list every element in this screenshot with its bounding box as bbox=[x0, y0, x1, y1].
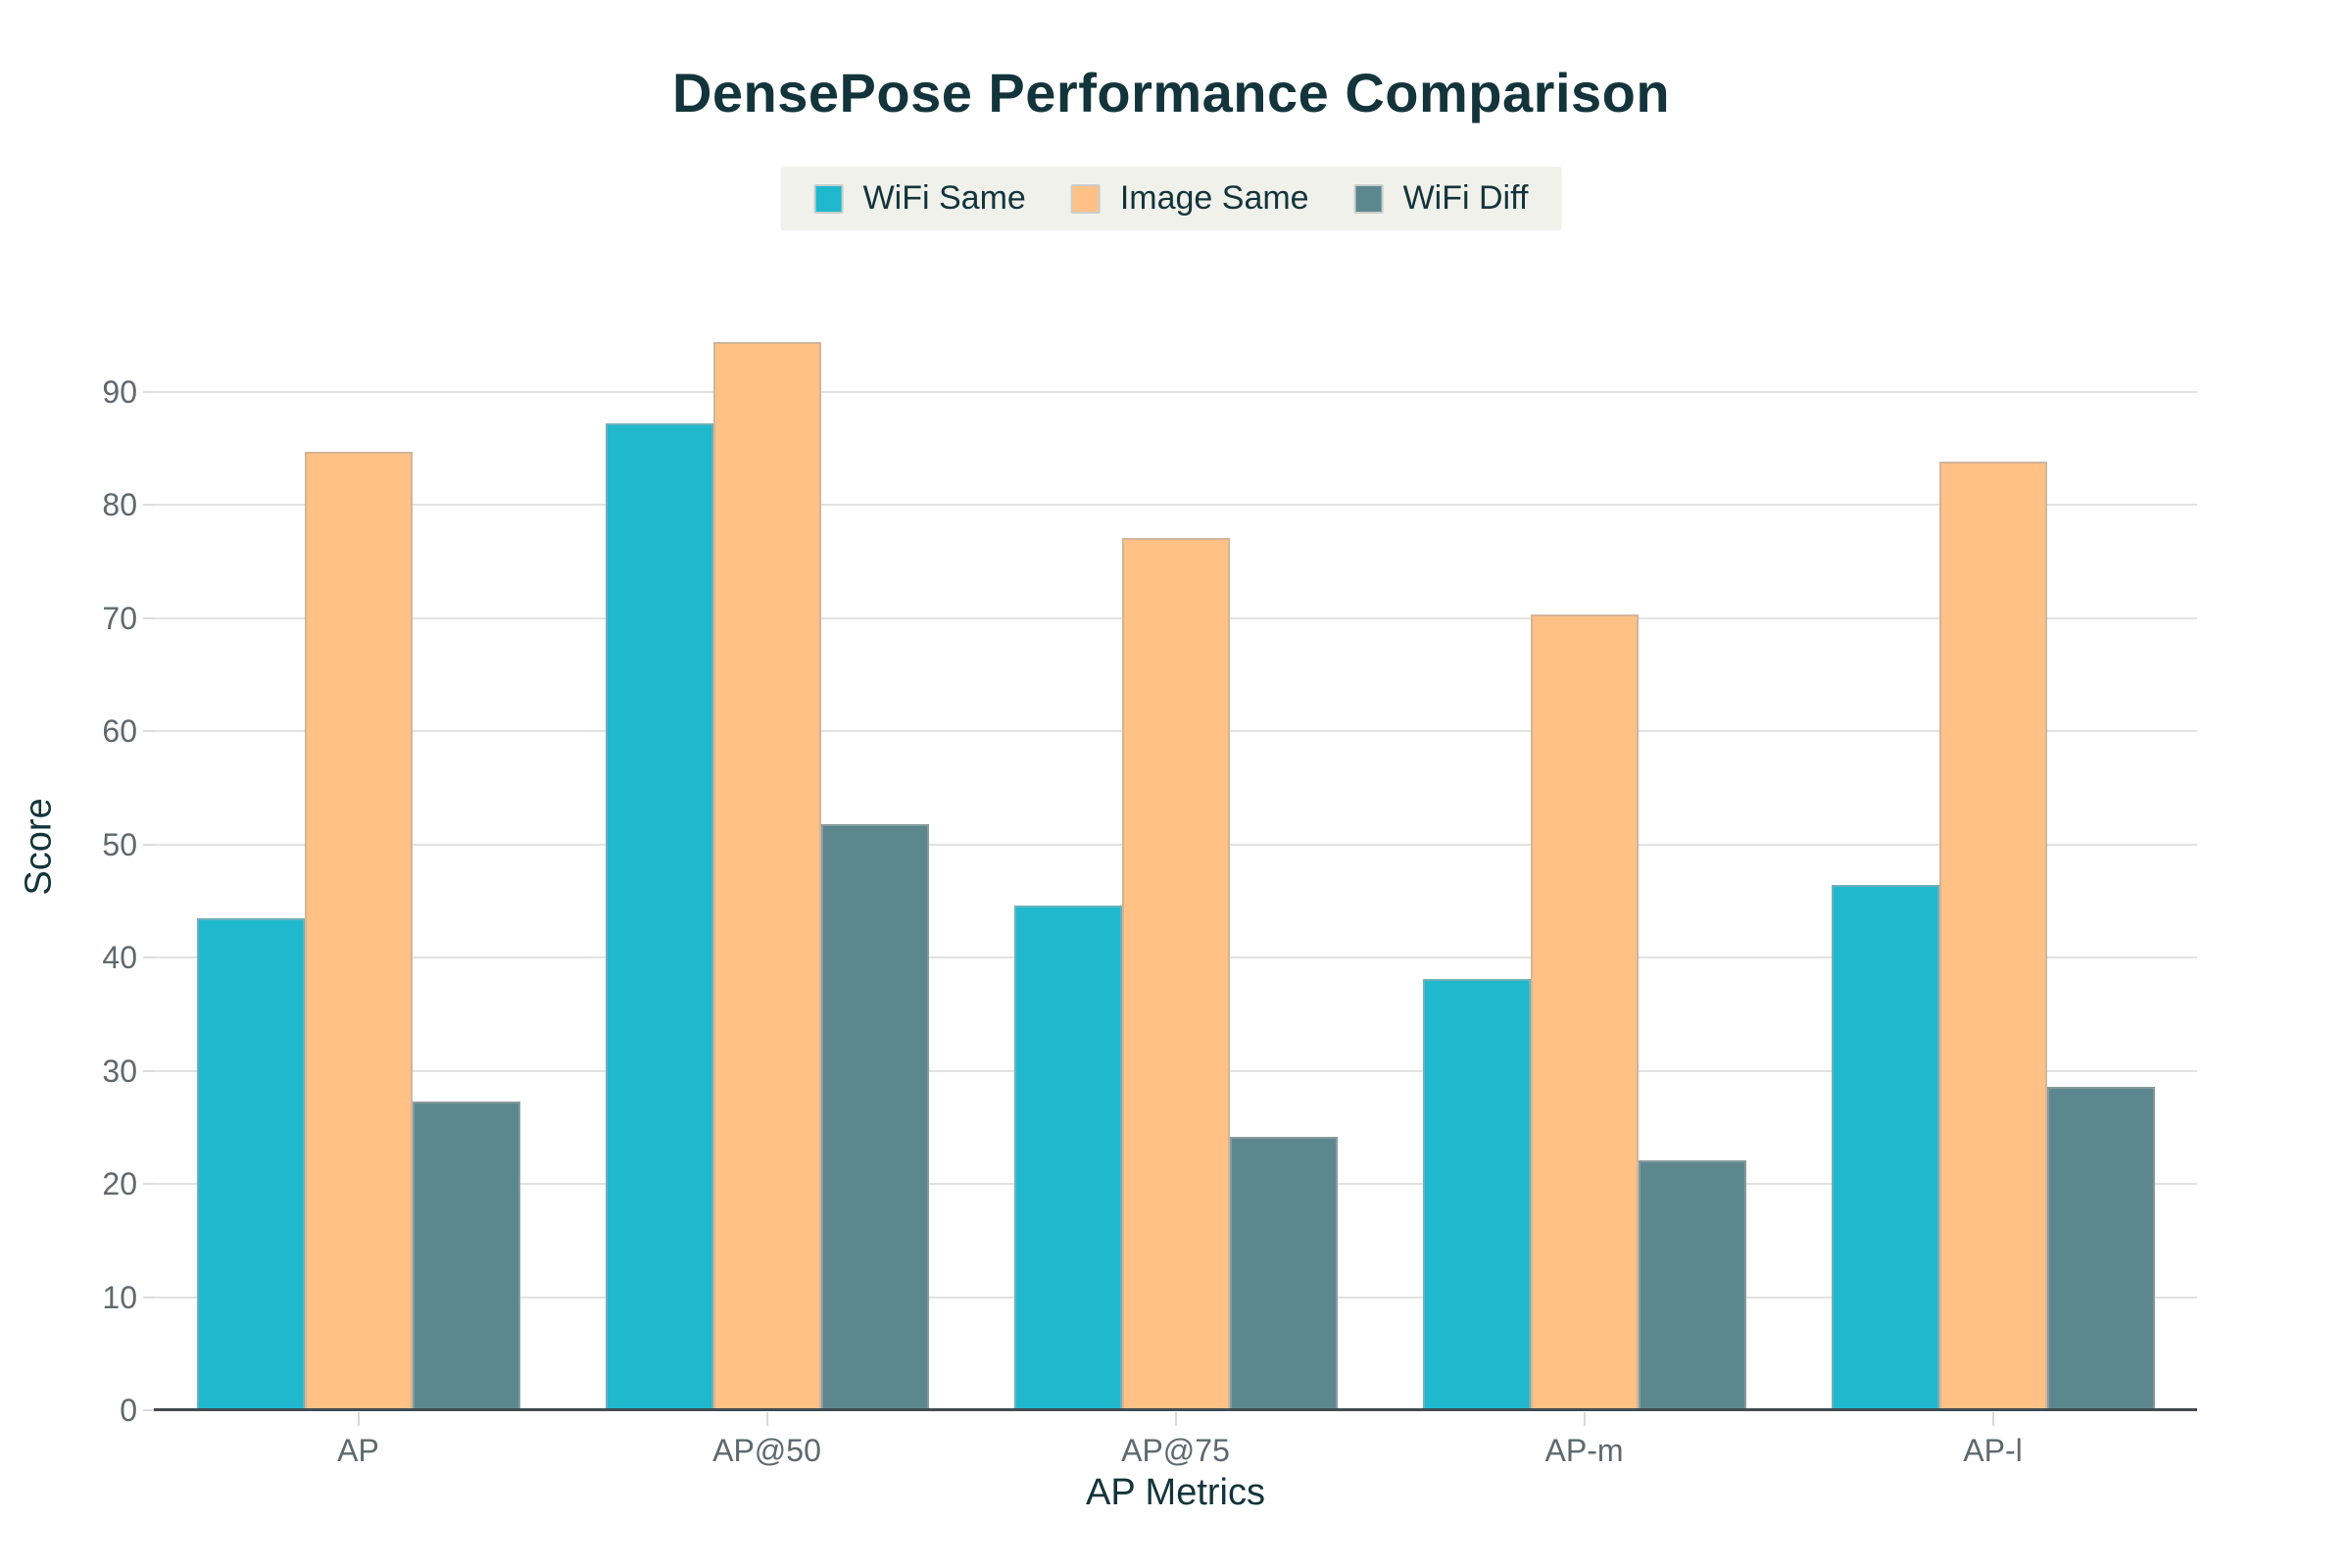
x-tick-mark-ap-75 bbox=[1174, 1412, 1177, 1426]
y-tick-mark-70 bbox=[143, 616, 159, 619]
x-tick-mark-ap bbox=[357, 1412, 360, 1426]
x-tick-label-ap-l: AP-l bbox=[1963, 1433, 2023, 1468]
y-tick-mark-50 bbox=[143, 843, 159, 846]
legend-swatch-wifi-diff bbox=[1353, 183, 1384, 214]
x-tick-mark-ap-l bbox=[1991, 1412, 1994, 1426]
bar-image-same-ap[interactable] bbox=[304, 451, 413, 1410]
bar-image-same-ap-l[interactable] bbox=[1938, 462, 2047, 1410]
bar-image-same-ap-75[interactable] bbox=[1121, 537, 1230, 1410]
bar-wifi-diff-ap-75[interactable] bbox=[1229, 1136, 1338, 1410]
y-tick-mark-80 bbox=[143, 504, 159, 507]
y-tick-mark-60 bbox=[143, 730, 159, 733]
y-tick-label-70: 70 bbox=[102, 600, 137, 636]
legend-label-image-same: Image Same bbox=[1119, 179, 1309, 217]
x-tick-label-ap-m: AP-m bbox=[1544, 1433, 1624, 1468]
bar-wifi-same-ap-50[interactable] bbox=[605, 423, 713, 1410]
x-tick-label-ap-75: AP@75 bbox=[1121, 1433, 1230, 1468]
y-tick-label-0: 0 bbox=[120, 1393, 137, 1428]
x-tick-label-ap: AP bbox=[337, 1433, 379, 1468]
x-tick-mark-ap-m bbox=[1583, 1412, 1586, 1426]
bar-image-same-ap-50[interactable] bbox=[712, 341, 821, 1410]
gridline-80 bbox=[154, 504, 2197, 507]
chart-title: DensePose Performance Comparison bbox=[671, 62, 1671, 123]
y-tick-mark-40 bbox=[143, 956, 159, 959]
y-tick-mark-0 bbox=[143, 1409, 159, 1411]
legend-item-wifi-diff[interactable]: WiFi Diff bbox=[1353, 179, 1529, 218]
plot-area bbox=[154, 284, 2197, 1411]
legend-item-image-same[interactable]: Image Same bbox=[1070, 179, 1309, 218]
legend: WiFi Same Image Same WiFi Diff bbox=[780, 167, 1562, 230]
legend-swatch-image-same bbox=[1070, 183, 1101, 214]
bar-wifi-same-ap[interactable] bbox=[196, 917, 305, 1410]
y-tick-label-80: 80 bbox=[102, 487, 137, 523]
y-tick-mark-20 bbox=[143, 1183, 159, 1186]
y-tick-mark-90 bbox=[143, 390, 159, 393]
y-tick-label-60: 60 bbox=[102, 713, 137, 750]
bar-wifi-diff-ap-l[interactable] bbox=[2046, 1086, 2155, 1410]
legend-swatch-wifi-same bbox=[813, 183, 844, 214]
legend-item-wifi-same[interactable]: WiFi Same bbox=[813, 179, 1026, 218]
bar-wifi-diff-ap-50[interactable] bbox=[820, 823, 929, 1410]
bar-wifi-same-ap-m[interactable] bbox=[1422, 979, 1531, 1410]
gridline-90 bbox=[154, 390, 2197, 393]
y-tick-label-90: 90 bbox=[102, 373, 137, 410]
y-tick-label-30: 30 bbox=[102, 1053, 137, 1089]
bar-wifi-diff-ap-m[interactable] bbox=[1638, 1159, 1746, 1410]
legend-label-wifi-diff: WiFi Diff bbox=[1402, 179, 1529, 217]
x-tick-label-ap-50: AP@50 bbox=[712, 1433, 821, 1468]
x-tick-mark-ap-50 bbox=[765, 1412, 768, 1426]
y-tick-mark-10 bbox=[143, 1296, 159, 1298]
y-tick-mark-30 bbox=[143, 1069, 159, 1072]
y-tick-label-50: 50 bbox=[102, 826, 137, 862]
bar-wifi-diff-ap[interactable] bbox=[412, 1101, 520, 1410]
legend-label-wifi-same: WiFi Same bbox=[862, 179, 1026, 217]
x-axis-title: AP Metrics bbox=[1085, 1472, 1265, 1513]
y-tick-label-20: 20 bbox=[102, 1166, 137, 1202]
y-tick-label-40: 40 bbox=[102, 940, 137, 976]
x-axis-line bbox=[154, 1408, 2197, 1411]
bar-wifi-same-ap-75[interactable] bbox=[1013, 905, 1122, 1410]
y-tick-label-10: 10 bbox=[102, 1279, 137, 1315]
bar-image-same-ap-m[interactable] bbox=[1530, 614, 1639, 1410]
bar-wifi-same-ap-l[interactable] bbox=[1831, 885, 1939, 1410]
